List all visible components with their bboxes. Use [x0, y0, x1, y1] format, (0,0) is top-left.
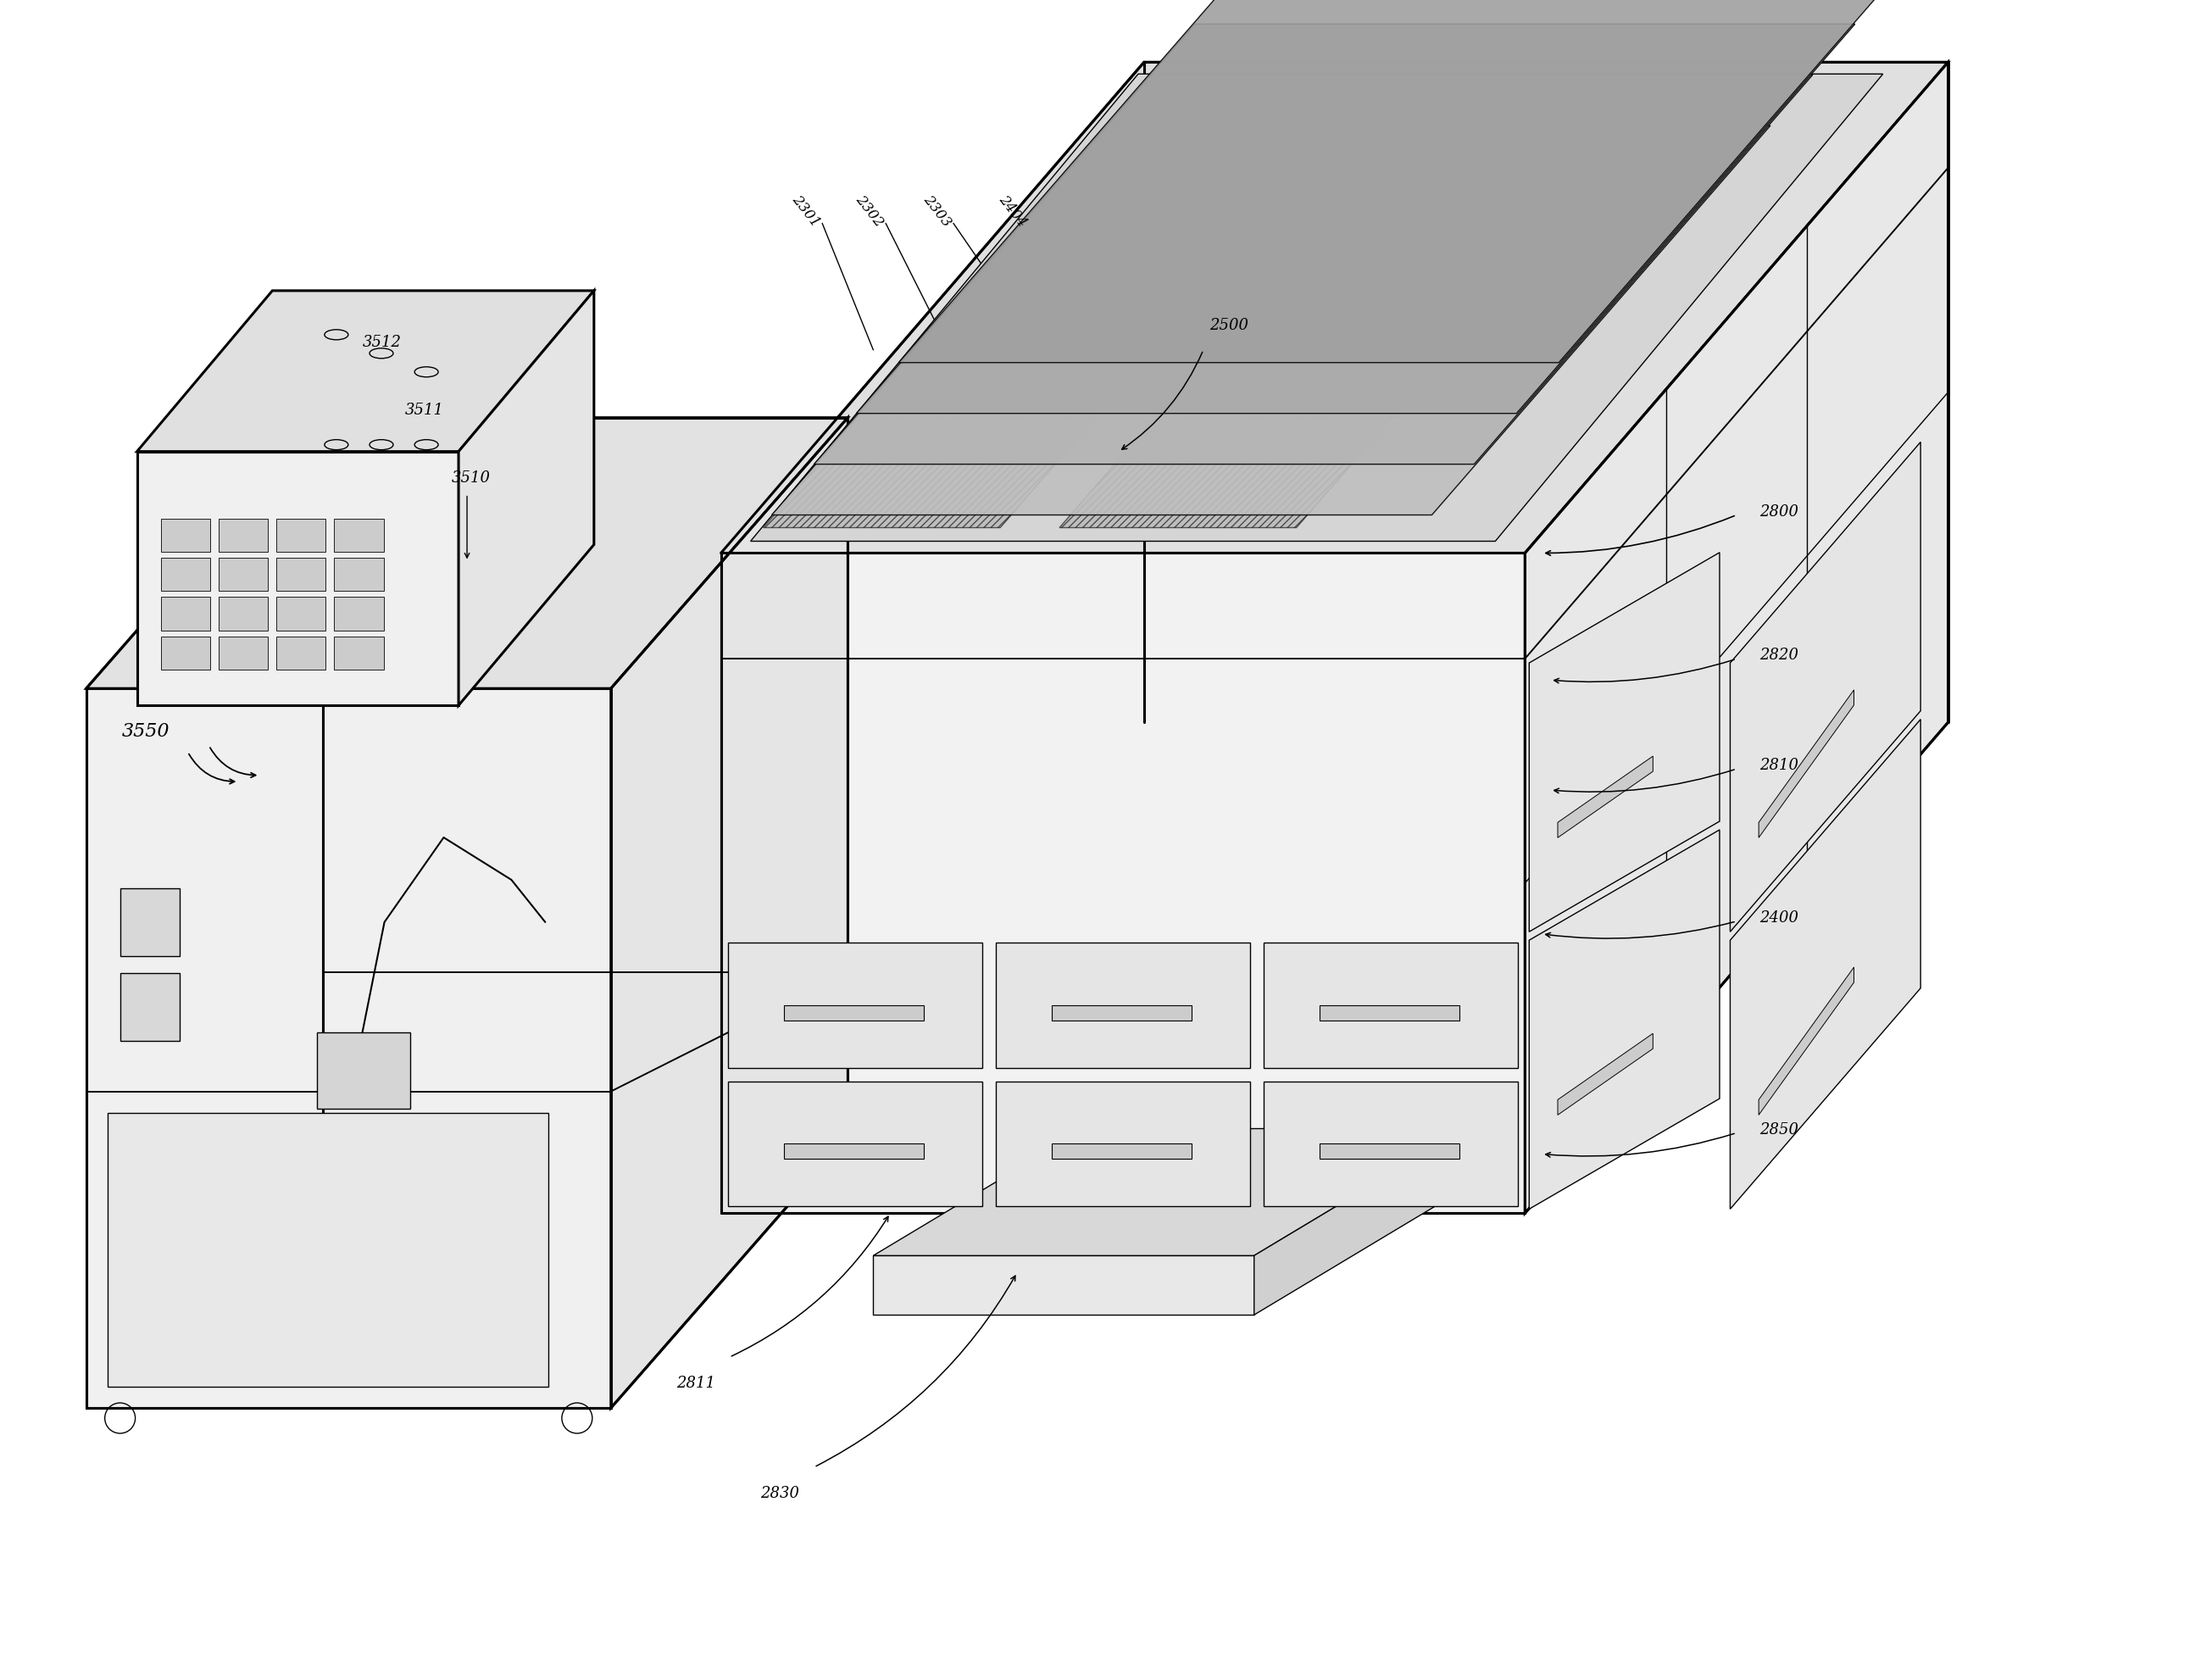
Polygon shape — [1321, 1144, 1460, 1159]
Polygon shape — [1263, 1082, 1517, 1206]
Polygon shape — [1263, 942, 1517, 1068]
Polygon shape — [1528, 830, 1719, 1210]
Polygon shape — [611, 418, 847, 1408]
Polygon shape — [334, 598, 383, 632]
Polygon shape — [1321, 1005, 1460, 1021]
Polygon shape — [219, 558, 268, 591]
Polygon shape — [137, 452, 458, 706]
Polygon shape — [721, 554, 1524, 1213]
Text: 3510: 3510 — [451, 470, 491, 486]
Polygon shape — [783, 1144, 925, 1159]
Polygon shape — [161, 558, 210, 591]
Polygon shape — [276, 558, 325, 591]
Polygon shape — [316, 1033, 409, 1109]
Text: 2404: 2404 — [995, 193, 1029, 230]
Polygon shape — [1730, 719, 1920, 1210]
Polygon shape — [86, 418, 847, 689]
Polygon shape — [874, 1129, 1467, 1257]
Text: 2820: 2820 — [1759, 647, 1798, 664]
Polygon shape — [1060, 158, 1617, 528]
Polygon shape — [898, 0, 1898, 363]
Polygon shape — [1759, 690, 1854, 838]
Polygon shape — [1759, 968, 1854, 1116]
Polygon shape — [763, 158, 1323, 528]
Polygon shape — [856, 25, 1856, 413]
Polygon shape — [1051, 1144, 1192, 1159]
Polygon shape — [1557, 756, 1652, 838]
Text: 2303: 2303 — [920, 193, 953, 230]
Polygon shape — [721, 62, 1949, 554]
Text: 2500: 2500 — [1210, 318, 1248, 333]
Polygon shape — [119, 973, 179, 1042]
Polygon shape — [1254, 1129, 1467, 1315]
Polygon shape — [161, 637, 210, 670]
Polygon shape — [86, 689, 611, 1408]
Text: 2810: 2810 — [1759, 758, 1798, 773]
Text: 2400: 2400 — [1759, 911, 1798, 926]
Polygon shape — [1730, 442, 1920, 932]
Polygon shape — [119, 889, 179, 956]
Polygon shape — [276, 637, 325, 670]
Polygon shape — [219, 519, 268, 553]
Polygon shape — [108, 1112, 549, 1388]
Polygon shape — [276, 519, 325, 553]
Text: 2830: 2830 — [761, 1485, 801, 1500]
Polygon shape — [772, 126, 1770, 516]
Polygon shape — [995, 942, 1250, 1068]
Polygon shape — [161, 519, 210, 553]
Text: 2800: 2800 — [1759, 504, 1798, 519]
Polygon shape — [1524, 62, 1949, 1213]
Polygon shape — [1528, 553, 1719, 932]
Polygon shape — [814, 76, 1812, 465]
Text: 3550: 3550 — [122, 722, 170, 741]
Polygon shape — [995, 1082, 1250, 1206]
Polygon shape — [874, 1257, 1254, 1315]
Polygon shape — [458, 291, 595, 706]
Polygon shape — [1051, 1005, 1192, 1021]
Polygon shape — [276, 598, 325, 632]
Text: 2811: 2811 — [677, 1376, 714, 1391]
Polygon shape — [783, 1005, 925, 1021]
Polygon shape — [219, 598, 268, 632]
Polygon shape — [334, 519, 383, 553]
Polygon shape — [219, 637, 268, 670]
Text: 3511: 3511 — [405, 402, 445, 417]
Text: 3512: 3512 — [363, 334, 403, 349]
Polygon shape — [137, 291, 595, 452]
Polygon shape — [1557, 1033, 1652, 1116]
Polygon shape — [334, 637, 383, 670]
Polygon shape — [334, 558, 383, 591]
Text: 2302: 2302 — [852, 193, 885, 230]
Polygon shape — [728, 1082, 982, 1206]
Polygon shape — [750, 76, 1882, 541]
Polygon shape — [161, 598, 210, 632]
Polygon shape — [728, 942, 982, 1068]
Text: 2301: 2301 — [790, 193, 823, 230]
Text: 2850: 2850 — [1759, 1121, 1798, 1137]
